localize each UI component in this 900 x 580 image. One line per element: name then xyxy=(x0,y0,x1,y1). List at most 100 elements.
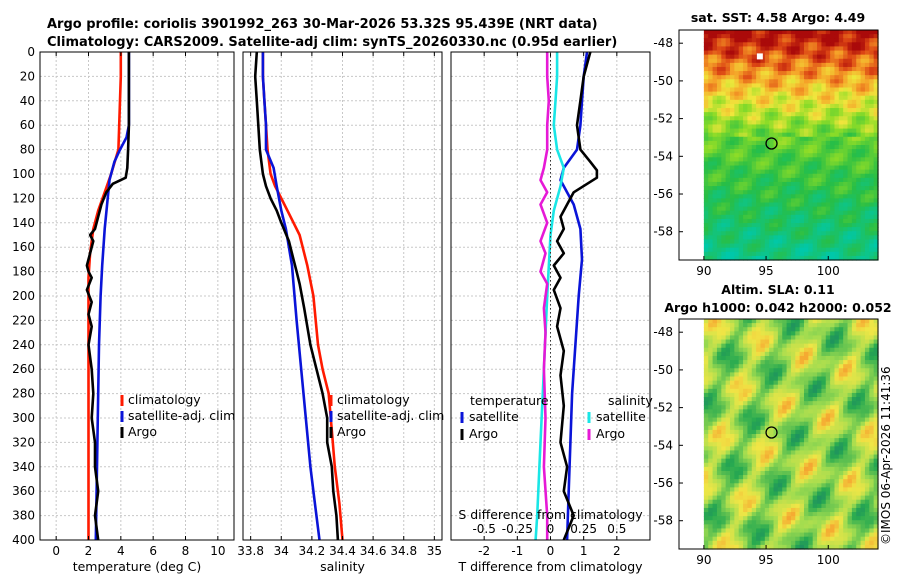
heatmap-cell xyxy=(790,454,796,460)
heatmap-cell xyxy=(729,50,735,56)
heatmap-cell xyxy=(799,532,805,538)
heatmap-cell xyxy=(777,173,783,179)
heatmap-cell xyxy=(804,247,809,253)
heatmap-cell xyxy=(834,50,840,56)
heatmap-cell xyxy=(764,206,770,212)
heatmap-cell xyxy=(786,227,792,232)
heatmap-cell xyxy=(773,206,779,212)
heatmap-cell xyxy=(795,392,801,398)
heatmap-cell xyxy=(777,54,783,60)
heatmap-cell xyxy=(830,401,836,406)
heatmap-cell xyxy=(721,372,727,378)
heatmap-cell xyxy=(721,392,727,398)
heatmap-cell xyxy=(716,397,722,402)
heatmap-cell xyxy=(786,124,792,130)
heatmap-cell xyxy=(804,190,809,195)
heatmap-cell xyxy=(851,145,857,150)
heatmap-cell xyxy=(799,462,805,468)
heatmap-cell xyxy=(743,442,748,447)
heatmap-cell xyxy=(743,132,748,138)
heatmap-cell xyxy=(869,351,875,357)
heatmap-cell xyxy=(764,223,770,228)
heatmap-cell xyxy=(756,413,762,419)
heatmap-cell xyxy=(817,145,823,150)
heatmap-cell xyxy=(790,323,796,328)
heatmap-cell xyxy=(821,149,827,154)
heatmap-cell xyxy=(786,251,792,257)
heatmap-cell xyxy=(847,251,853,257)
heatmap-cell xyxy=(830,66,836,72)
heatmap-cell xyxy=(738,34,744,39)
heatmap-cell xyxy=(782,247,788,253)
heatmap-cell xyxy=(847,364,853,369)
heatmap-cell xyxy=(817,499,823,505)
heatmap-cell xyxy=(743,157,748,163)
heatmap-cell xyxy=(734,384,740,390)
heatmap-cell xyxy=(747,380,753,386)
heatmap-cell xyxy=(756,34,762,39)
heatmap-cell xyxy=(760,218,766,224)
heatmap-cell xyxy=(864,516,870,521)
heatmap-cell xyxy=(773,319,779,324)
heatmap-cell xyxy=(769,169,775,175)
heatmap-cell xyxy=(825,91,831,97)
heatmap-cell xyxy=(773,140,779,146)
heatmap-cell xyxy=(843,462,849,468)
heatmap-cell xyxy=(751,487,757,493)
heatmap-cell xyxy=(725,429,731,435)
heatmap-cell xyxy=(734,91,740,97)
heatmap-cell xyxy=(821,405,827,410)
heatmap-cell xyxy=(799,520,805,525)
heatmap-cell xyxy=(743,335,748,341)
heatmap-cell xyxy=(725,210,731,216)
heatmap-cell xyxy=(756,206,762,212)
heatmap-cell xyxy=(799,108,805,113)
heatmap-cell xyxy=(834,169,840,175)
heatmap-cell xyxy=(738,446,744,452)
heatmap-cell xyxy=(812,339,818,345)
heatmap-cell xyxy=(804,413,809,419)
heatmap-cell xyxy=(782,507,788,513)
heatmap-cell xyxy=(795,355,801,361)
heatmap-cell xyxy=(834,132,840,138)
heatmap-cell xyxy=(830,417,836,423)
heatmap-cell xyxy=(773,401,779,406)
map-x-tick-label: 90 xyxy=(696,264,711,278)
heatmap-cell xyxy=(708,75,714,80)
heatmap-cell xyxy=(873,202,879,208)
heatmap-cell xyxy=(721,495,727,501)
heatmap-cell xyxy=(721,66,727,72)
top-axis-label: S difference from climatology xyxy=(458,507,643,522)
heatmap-cell xyxy=(817,157,823,163)
heatmap-cell xyxy=(738,210,744,216)
heatmap-cell xyxy=(830,516,836,521)
heatmap-cell xyxy=(790,388,796,394)
heatmap-cell xyxy=(708,355,714,361)
heatmap-cell xyxy=(860,214,866,220)
heatmap-cell xyxy=(708,153,714,158)
heatmap-cell xyxy=(703,157,709,163)
heatmap-cell xyxy=(721,425,727,431)
heatmap-cell xyxy=(721,339,727,345)
heatmap-cell xyxy=(869,540,875,546)
heatmap-cell xyxy=(738,524,744,530)
heatmap-cell xyxy=(790,327,796,332)
heatmap-cell xyxy=(729,405,735,410)
heatmap-cell xyxy=(708,140,714,146)
heatmap-cell xyxy=(734,247,740,253)
heatmap-cell xyxy=(721,214,727,220)
heatmap-cell xyxy=(760,466,766,472)
heatmap-cell xyxy=(847,462,853,468)
heatmap-cell xyxy=(769,62,775,68)
heatmap-cell xyxy=(734,161,740,167)
heatmap-cell xyxy=(764,429,770,435)
heatmap-cell xyxy=(847,368,853,373)
heatmap-cell xyxy=(856,401,862,406)
heatmap-cell xyxy=(708,42,714,48)
heatmap-cell xyxy=(769,202,775,208)
heatmap-cell xyxy=(873,153,879,158)
heatmap-cell xyxy=(825,343,831,349)
heatmap-cell xyxy=(817,169,823,175)
heatmap-cell xyxy=(738,327,744,332)
